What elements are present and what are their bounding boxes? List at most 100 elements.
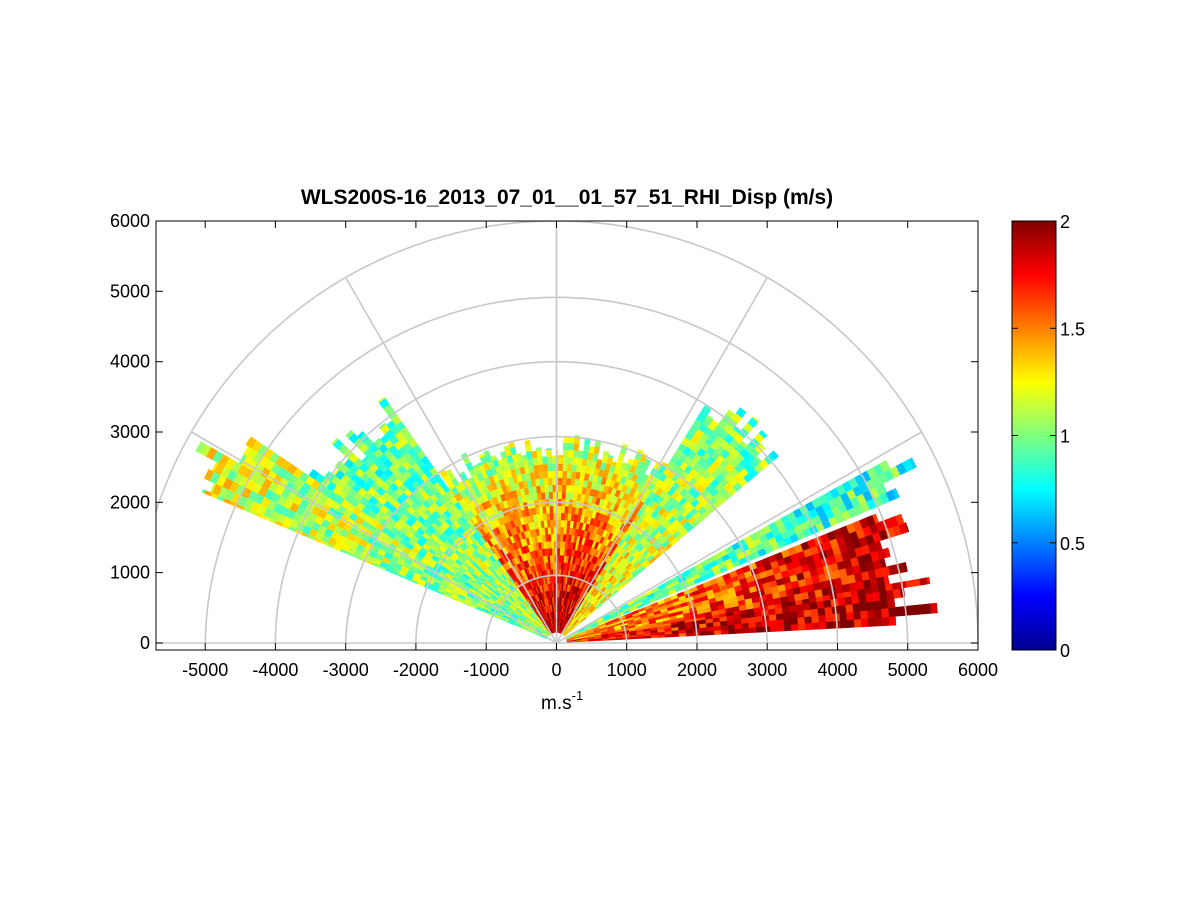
range-gate-cell — [804, 615, 813, 624]
grid-spoke — [190, 431, 557, 644]
range-gate-cell — [557, 484, 563, 493]
range-gate-cell — [916, 604, 925, 615]
range-gate-cell — [818, 614, 827, 623]
range-gate-cell — [859, 601, 868, 612]
range-gate-cell — [895, 606, 904, 617]
data-layer — [195, 396, 938, 643]
range-gate-cell — [546, 463, 553, 472]
range-gate-cell — [734, 623, 743, 630]
range-gate-cell — [557, 456, 564, 464]
scan-sector — [565, 513, 910, 642]
range-gate-cell — [499, 451, 507, 458]
range-gate-cell — [878, 590, 888, 601]
range-gate-cell — [503, 445, 510, 450]
range-gate-cell — [740, 407, 747, 413]
range-gate-cell — [825, 620, 834, 630]
range-gate-cell — [543, 484, 549, 493]
range-gate-cell — [546, 456, 553, 465]
range-gate-cell — [602, 450, 610, 457]
y-tick-label: 3000 — [110, 422, 150, 442]
range-gate-cell — [790, 623, 799, 631]
range-gate-cell — [867, 609, 876, 619]
range-gate-cell — [571, 457, 578, 466]
range-gate-cell — [866, 600, 875, 611]
range-gate-cell — [797, 616, 806, 625]
range-gate-cell — [557, 477, 563, 486]
grid-spoke — [345, 277, 558, 644]
range-gate-cell — [560, 505, 566, 514]
range-gate-cell — [542, 463, 548, 472]
range-gate-cell — [563, 436, 570, 444]
x-tick-label: -1000 — [463, 660, 509, 680]
range-gate-cell — [557, 519, 562, 528]
range-gate-cell — [560, 526, 564, 535]
range-gate-cell — [887, 598, 896, 609]
range-gate-cell — [804, 622, 813, 631]
range-gate-cell — [837, 597, 846, 607]
range-gate-cell — [901, 562, 908, 573]
range-gate-cell — [570, 471, 577, 480]
range-gate-cell — [621, 443, 629, 449]
range-gate-cell — [571, 464, 577, 473]
range-gate-cell — [908, 457, 917, 470]
colorbar-tick-label: 0 — [1060, 641, 1070, 661]
range-gate-cell — [557, 463, 563, 472]
range-gate-cell — [564, 505, 569, 514]
range-gate-cell — [577, 450, 584, 459]
range-gate-cell — [853, 618, 862, 628]
range-gate-cell — [860, 618, 869, 628]
range-gate-cell — [904, 522, 910, 533]
range-gate-cell — [790, 617, 799, 625]
y-tick-label: 0 — [140, 633, 150, 653]
range-gate-cell — [536, 456, 543, 465]
x-tick-label: 5000 — [888, 660, 928, 680]
range-gate-cell — [536, 449, 543, 458]
x-tick-label: 2000 — [677, 660, 717, 680]
y-tick-label: 4000 — [110, 352, 150, 372]
y-tick-label: 5000 — [110, 281, 150, 301]
range-gate-cell — [566, 470, 572, 479]
range-gate-cell — [883, 547, 891, 558]
range-gate-cell — [796, 610, 805, 618]
range-gate-cell — [556, 561, 560, 570]
range-gate-cell — [565, 491, 570, 500]
range-gate-cell — [881, 616, 890, 627]
range-gate-cell — [557, 491, 562, 500]
range-gate-cell — [839, 612, 848, 621]
range-gate-cell — [561, 484, 567, 493]
y-tick-label: 2000 — [110, 492, 150, 512]
range-gate-cell — [912, 578, 922, 587]
axes-frame — [155, 220, 979, 651]
range-gate-cell — [895, 513, 905, 526]
range-gate-cell — [817, 607, 826, 616]
range-gate-cell — [568, 442, 575, 451]
range-gate-cell — [802, 602, 811, 611]
range-gate-cell — [797, 623, 806, 631]
x-tick-label: 3000 — [747, 660, 787, 680]
range-gate-cell — [542, 470, 549, 479]
grid-ring — [156, 221, 978, 644]
range-gate-cell — [720, 629, 729, 635]
range-gate-cell — [769, 450, 779, 461]
axis-ticks: -5000 -4000 -3000 -2000 -1000 0 1000 2000 3000 40… — [110, 211, 998, 680]
range-gate-cell — [559, 540, 563, 549]
range-gate-cell — [557, 512, 562, 521]
colorbar-tick-label: 0.5 — [1060, 534, 1085, 554]
range-gate-cell — [541, 456, 548, 465]
colorbar-tick-label: 2 — [1060, 212, 1070, 232]
range-gate-cell — [880, 599, 889, 610]
range-gate-cell — [824, 606, 833, 615]
range-gate-cell — [556, 547, 561, 556]
range-gate-cell — [535, 447, 542, 451]
range-gate-cell — [557, 554, 560, 563]
range-gate-cell — [888, 616, 897, 626]
chart-title: WLS200S-16_2013_07_01__01_57_51_RHI_Disp… — [301, 186, 833, 209]
range-gate-cell — [838, 604, 847, 614]
scan-sector — [308, 396, 551, 638]
range-gate-cell — [567, 449, 574, 458]
range-gate-cell — [521, 454, 528, 460]
range-gate-cell — [783, 618, 792, 626]
range-gate-cell — [549, 505, 554, 514]
x-tick-label: -3000 — [323, 660, 369, 680]
range-gate-cell — [203, 469, 215, 482]
